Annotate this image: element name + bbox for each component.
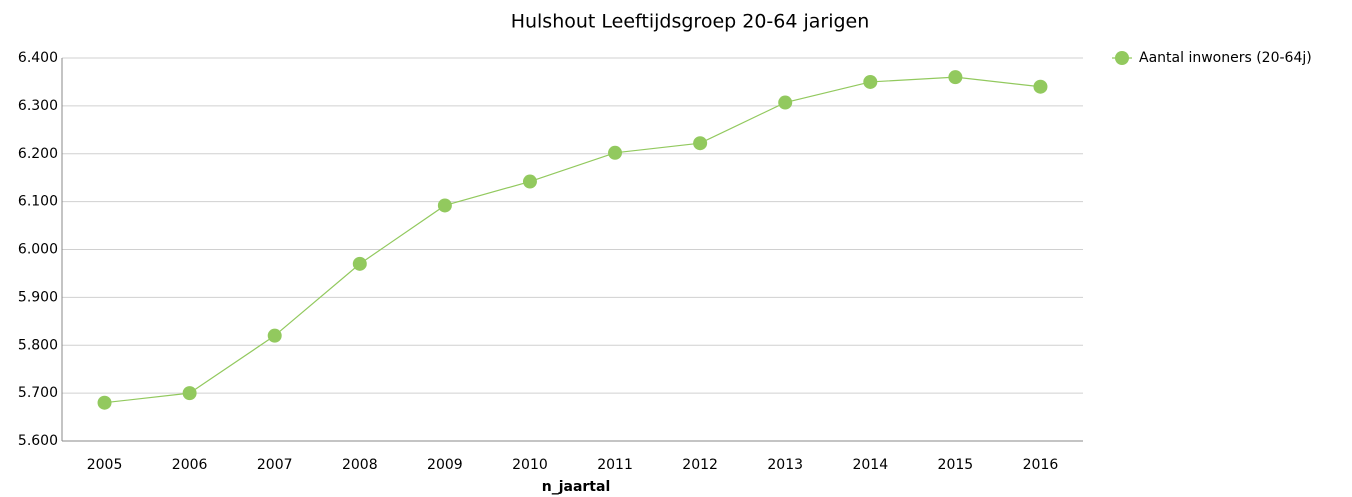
x-tick-label: 2010 (512, 457, 548, 473)
chart-title: Hulshout Leeftijdsgroep 20-64 jarigen (511, 11, 870, 33)
x-tick-label: 2012 (682, 457, 718, 473)
x-tick-label: 2016 (1023, 457, 1059, 473)
data-point (608, 145, 623, 160)
data-point (182, 386, 197, 401)
x-axis-label: n_jaartal (542, 479, 611, 495)
y-tick-label: 6.200 (18, 146, 58, 162)
y-tick-label: 6.000 (18, 242, 58, 258)
y-tick-label: 5.800 (18, 337, 58, 353)
x-tick-label: 2015 (938, 457, 974, 473)
y-tick-label: 6.400 (18, 50, 58, 66)
x-tick-label: 2009 (427, 457, 463, 473)
x-tick-label: 2013 (767, 457, 803, 473)
y-tick-label: 5.600 (18, 433, 58, 449)
series-line (104, 76, 1041, 404)
data-point (352, 256, 367, 271)
data-point (97, 395, 112, 410)
x-tick-label: 2008 (342, 457, 378, 473)
legend-marker (1115, 51, 1129, 65)
data-point (778, 95, 793, 110)
data-point (437, 198, 452, 213)
y-tick-label: 6.100 (18, 194, 58, 210)
legend-label: Aantal inwoners (20-64j) (1139, 50, 1312, 66)
data-point (1033, 79, 1048, 94)
data-point (522, 174, 537, 189)
data-point (267, 328, 282, 343)
x-tick-label: 2014 (852, 457, 888, 473)
x-tick-label: 2006 (172, 457, 208, 473)
y-tick-label: 6.300 (18, 98, 58, 114)
y-tick-label: 5.700 (18, 385, 58, 401)
data-point (948, 70, 963, 85)
data-point (863, 74, 878, 89)
y-tick-label: 5.900 (18, 289, 58, 305)
x-tick-label: 2005 (87, 457, 123, 473)
x-tick-label: 2007 (257, 457, 293, 473)
data-point (693, 136, 708, 151)
x-tick-label: 2011 (597, 457, 633, 473)
